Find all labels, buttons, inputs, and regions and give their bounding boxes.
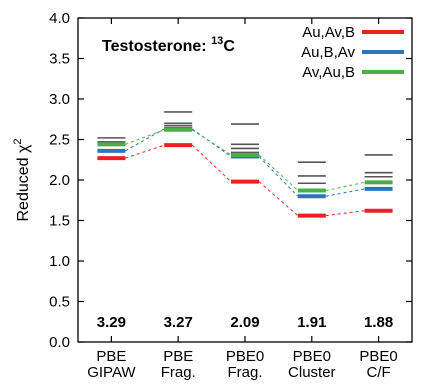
series-connector	[125, 144, 165, 159]
x-category-label: PBE0	[226, 348, 264, 365]
series-connector	[125, 128, 165, 152]
y-tick-label: 2.5	[49, 132, 70, 149]
bottom-value-label: 3.27	[164, 314, 193, 331]
legend-label: Au,B,Av	[301, 44, 355, 61]
y-axis-label: Reduced χ2	[12, 138, 32, 221]
x-category-label: PBE0	[293, 348, 331, 365]
series-connector	[258, 156, 299, 197]
y-axis-label-sup: 2	[12, 138, 24, 144]
series-connector	[191, 144, 232, 182]
chart-title: Testosterone: 13C	[102, 35, 235, 55]
y-tick-label: 1.0	[49, 253, 70, 270]
x-category-label: Frag.	[161, 364, 196, 381]
legend-label: Au,Av,B	[302, 24, 355, 41]
chart-title-sup: 13	[211, 35, 223, 47]
bottom-value-label: 3.29	[97, 314, 126, 331]
series-connector	[125, 129, 165, 145]
y-axis: 0.0 0.5 1.0 1.5 2.0 2.5 3.0 3.5 4.0	[49, 10, 412, 351]
bottom-value-label: 1.91	[297, 314, 326, 331]
y-tick-label: 0.0	[49, 334, 70, 351]
series-connector	[325, 188, 365, 197]
series-connector	[258, 154, 299, 191]
x-category-label: C/F	[367, 364, 391, 381]
series-connector	[325, 210, 365, 217]
series-connector	[191, 129, 232, 156]
y-tick-label: 3.0	[49, 91, 70, 108]
chart-title-main: Testosterone:	[102, 38, 211, 55]
series-connector	[325, 181, 365, 192]
x-category-label: PBE	[163, 348, 193, 365]
bottom-value-label: 2.09	[230, 314, 259, 331]
chart-title-end: C	[223, 38, 235, 55]
bottom-value-label: 1.88	[364, 314, 393, 331]
x-category-label: PBE0	[359, 348, 397, 365]
x-category-label: Frag.	[227, 364, 262, 381]
x-category-label: GIPAW	[87, 364, 136, 381]
y-tick-label: 4.0	[49, 10, 70, 27]
y-tick-label: 1.5	[49, 213, 70, 230]
x-category-label: PBE	[96, 348, 126, 365]
x-axis: PBEGIPAW3.29PBEFrag.3.27PBE0Frag.2.09PBE…	[87, 18, 398, 381]
x-category-label: Cluster	[288, 364, 336, 381]
legend: Au,Av,B Au,B,Av Av,Au,B	[301, 24, 404, 81]
y-tick-label: 3.5	[49, 51, 70, 68]
y-tick-label: 2.0	[49, 172, 70, 189]
legend-label: Av,Au,B	[302, 64, 355, 81]
data-marks	[97, 111, 393, 218]
y-axis-label-main: Reduced χ	[15, 144, 32, 221]
y-tick-label: 0.5	[49, 294, 70, 311]
series-connector	[258, 181, 299, 217]
